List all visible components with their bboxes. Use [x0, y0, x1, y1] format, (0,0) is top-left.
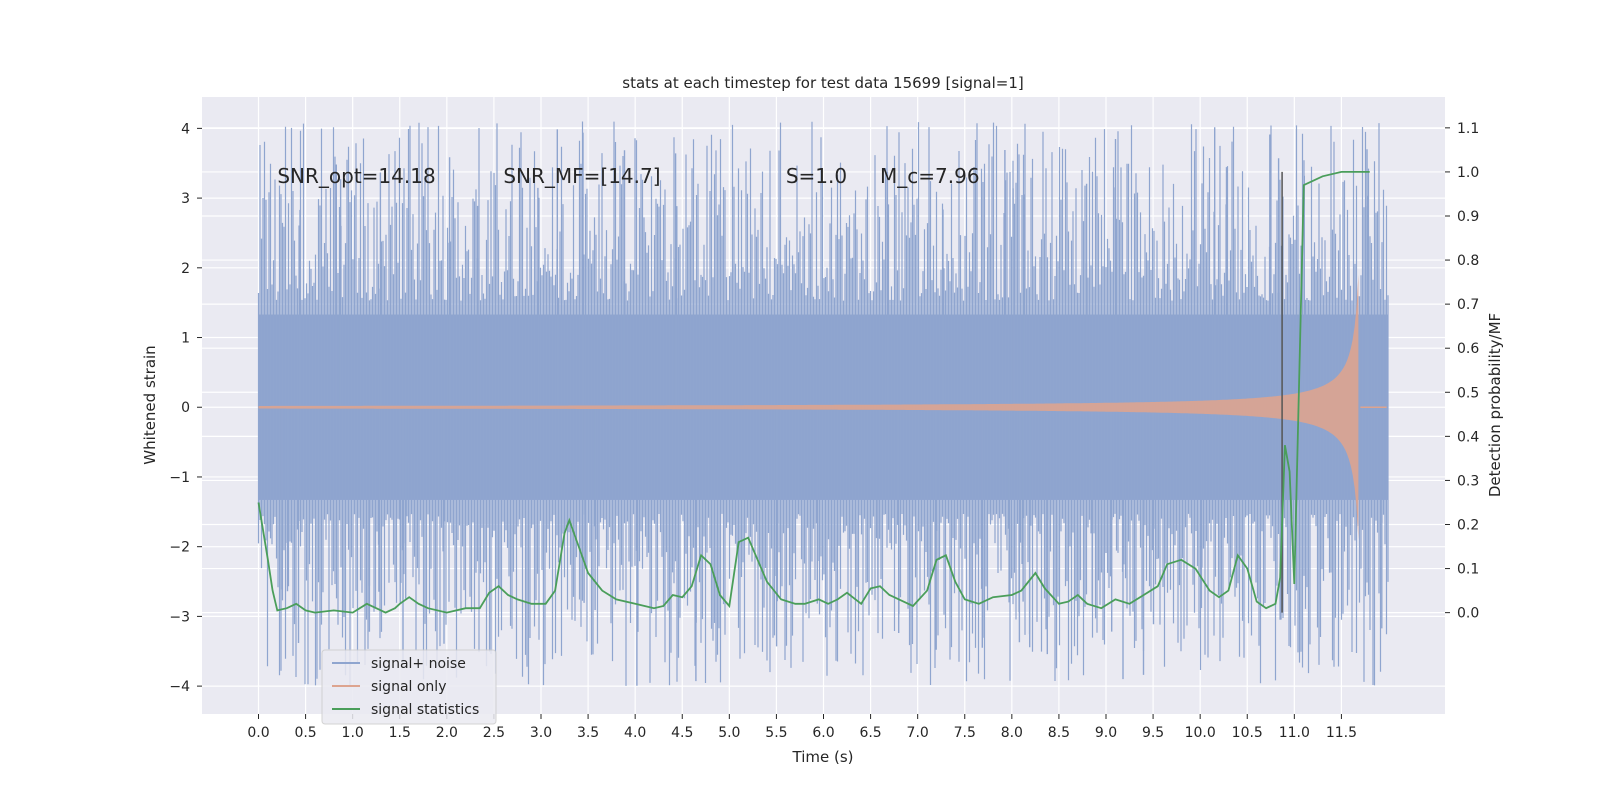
x-axis-label: Time (s) — [792, 748, 854, 766]
y-tick-label: −2 — [169, 540, 190, 556]
y2-tick-label: 0.0 — [1457, 606, 1479, 622]
x-tick-label: 7.5 — [954, 725, 976, 741]
x-tick-label: 5.5 — [765, 725, 787, 741]
y-tick-label: 1 — [181, 331, 190, 347]
y-axis-label: Whitened strain — [141, 345, 159, 464]
x-tick-label: 4.0 — [624, 725, 646, 741]
x-tick-label: 3.5 — [577, 725, 599, 741]
x-tick-label: 2.0 — [436, 725, 458, 741]
annotation-2: S=1.0 — [786, 164, 847, 188]
y2-tick-label: 1.1 — [1457, 121, 1479, 137]
x-tick-label: 9.5 — [1142, 725, 1164, 741]
series-signal-only — [258, 274, 1359, 540]
x-tick-label: 8.5 — [1048, 725, 1070, 741]
y-tick-label: 2 — [181, 261, 190, 277]
legend-box — [321, 649, 497, 725]
x-tick-label: 0.0 — [247, 725, 269, 741]
x-tick-label: 8.0 — [1001, 725, 1023, 741]
y2-tick-label: 0.3 — [1457, 473, 1479, 489]
y2-tick-label: 0.4 — [1457, 429, 1479, 445]
y2-tick-label: 1.0 — [1457, 165, 1479, 181]
y-tick-label: −3 — [169, 609, 190, 625]
annotation-1: SNR_MF=[14.7] — [503, 164, 660, 188]
x-tick-label: 1.5 — [389, 725, 411, 741]
y-tick-label: 4 — [181, 121, 190, 137]
x-tick-label: 4.5 — [671, 725, 693, 741]
annotation-3: M_c=7.96 — [880, 164, 980, 188]
chart-title: stats at each timestep for test data 156… — [622, 74, 1023, 92]
x-tick-label: 10.5 — [1232, 725, 1263, 741]
series-signal-noise-spikes — [280, 127, 1383, 686]
legend: signal+ noise signal only signal statist… — [321, 649, 497, 725]
y2-tick-label: 0.8 — [1457, 253, 1479, 269]
x-tick-label: 6.5 — [859, 725, 881, 741]
x-tick-label: 0.5 — [294, 725, 316, 741]
annotation-0: SNR_opt=14.18 — [277, 164, 435, 188]
x-tick-label: 3.0 — [530, 725, 552, 741]
y-tick-label: −4 — [169, 679, 190, 695]
x-tick-label: 11.5 — [1326, 725, 1357, 741]
legend-label-stats: signal statistics — [371, 702, 479, 718]
x-tick-label: 11.0 — [1279, 725, 1310, 741]
x-tick-label: 6.0 — [812, 725, 834, 741]
legend-label-noise: signal+ noise — [371, 656, 466, 672]
annotations: SNR_opt=14.18 SNR_MF=[14.7] S=1.0 M_c=7.96 — [277, 164, 979, 188]
x-tick-label: 5.0 — [718, 725, 740, 741]
x-tick-label: 2.5 — [483, 725, 505, 741]
y-tick-label: 3 — [181, 191, 190, 207]
y-tick-label: 0 — [181, 400, 190, 416]
y-tick-label: −1 — [169, 470, 190, 486]
series-layer — [257, 121, 1389, 686]
axes: 0.0 0.5 1.0 1.5 2.0 2.5 3.0 3.5 4.0 4.5 5.0 5.5 6.0 6… — [169, 121, 1479, 741]
y2-tick-label: 0.9 — [1457, 209, 1479, 225]
y2-tick-label: 0.5 — [1457, 385, 1479, 401]
y2-tick-label: 0.2 — [1457, 517, 1479, 533]
x-tick-label: 10.0 — [1185, 725, 1216, 741]
y2-axis-label: Detection probability/MF — [1486, 313, 1504, 497]
legend-label-signal: signal only — [371, 679, 446, 695]
x-tick-label: 7.0 — [907, 725, 929, 741]
x-tick-label: 1.0 — [342, 725, 364, 741]
y2-tick-label: 0.7 — [1457, 297, 1479, 313]
x-tick-label: 9.0 — [1095, 725, 1117, 741]
series-signal-statistics — [257, 170, 1370, 614]
y2-tick-label: 0.1 — [1457, 562, 1479, 578]
y2-tick-label: 0.6 — [1457, 341, 1479, 357]
